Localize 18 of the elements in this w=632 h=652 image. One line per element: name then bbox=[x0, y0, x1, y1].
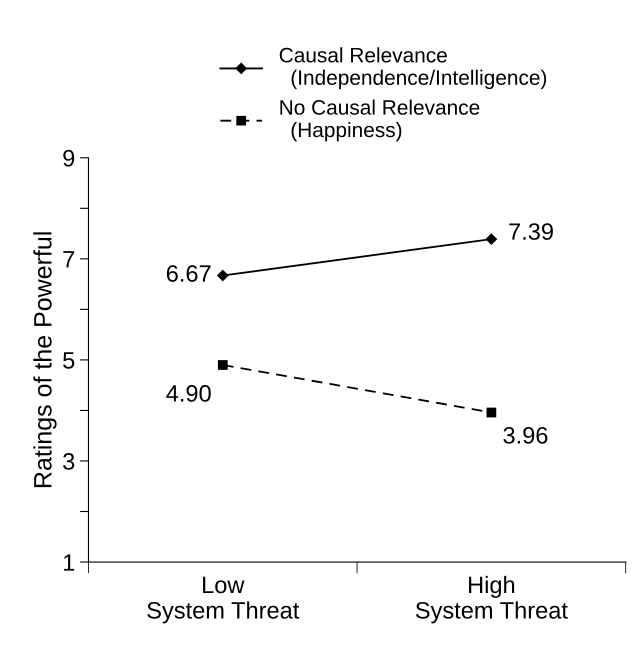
data-label: 7.39 bbox=[509, 223, 553, 240]
point bbox=[217, 270, 228, 282]
y-axis-title: Ratings of the Powerful bbox=[33, 232, 57, 488]
y-tick-label: 7 bbox=[63, 251, 74, 268]
legend-label: No Causal Relevance (Happiness) bbox=[280, 100, 480, 142]
point bbox=[486, 408, 496, 418]
data-label: 6.67 bbox=[166, 265, 210, 282]
point bbox=[218, 360, 228, 370]
x-tick-label: High System Threat bbox=[416, 576, 568, 624]
legend-label: Causal Relevance (Independence/Intelligence) bbox=[280, 47, 546, 90]
y-tick-label: 1 bbox=[64, 554, 74, 571]
data-label: 3.96 bbox=[503, 426, 548, 444]
point bbox=[486, 234, 497, 245]
y-tick-label: 5 bbox=[63, 352, 74, 369]
y-tick-label: 9 bbox=[63, 150, 74, 167]
data-label: 4.90 bbox=[166, 385, 211, 402]
y-tick-label: 3 bbox=[63, 453, 74, 470]
x-tick-label: Low System Threat bbox=[147, 576, 300, 624]
